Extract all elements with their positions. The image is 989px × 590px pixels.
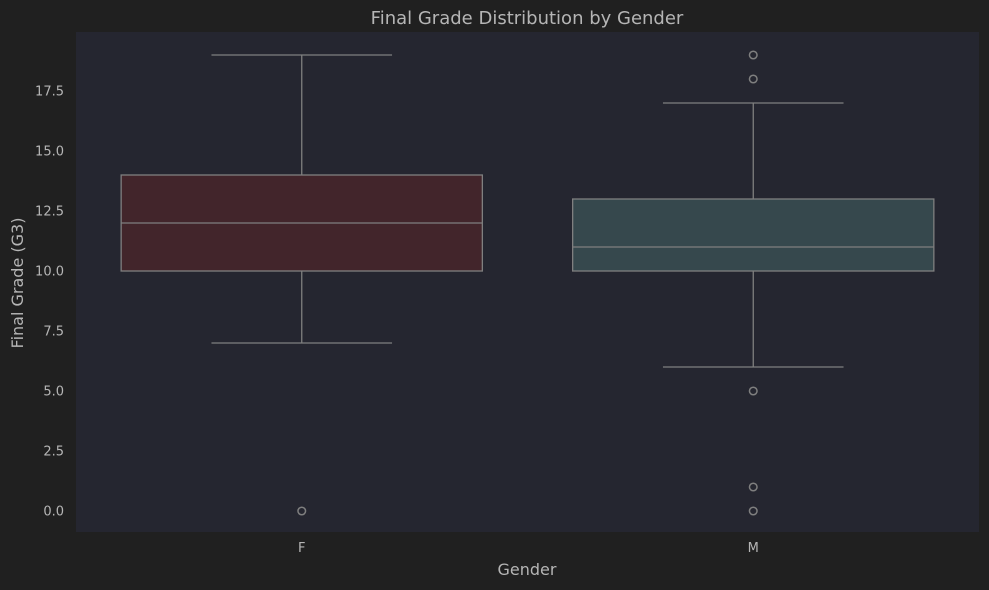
y-tick-label: 5.0 <box>43 385 64 400</box>
x-axis-label: Gender <box>498 560 557 579</box>
y-axis-ticks: 0.0 2.5 5.0 7.5 10.0 12.5 15.0 17.5 <box>35 85 64 520</box>
y-tick-label: 17.5 <box>35 85 64 100</box>
outlier-point <box>748 506 758 516</box>
outlier-point <box>748 50 758 60</box>
y-axis-label: Final Grade (G3) <box>8 218 27 349</box>
y-tick-label: 2.5 <box>43 445 64 460</box>
outlier-point <box>748 386 758 396</box>
boxes-layer <box>120 50 935 516</box>
y-tick-label: 12.5 <box>35 205 64 220</box>
y-tick-label: 7.5 <box>43 325 64 340</box>
outlier-point <box>297 506 307 516</box>
box-m <box>572 50 935 516</box>
outlier-point <box>748 482 758 492</box>
y-tick-label: 10.0 <box>35 265 64 280</box>
chart-title: Final Grade Distribution by Gender <box>371 8 684 29</box>
plot-area <box>76 32 979 532</box>
outlier-point <box>748 74 758 84</box>
y-tick-label: 0.0 <box>43 505 64 520</box>
iqr-box <box>572 198 935 272</box>
x-tick-label-m: M <box>748 541 759 556</box>
box-f <box>120 54 484 516</box>
x-tick-label-f: F <box>298 541 305 556</box>
y-tick-label: 15.0 <box>35 145 64 160</box>
